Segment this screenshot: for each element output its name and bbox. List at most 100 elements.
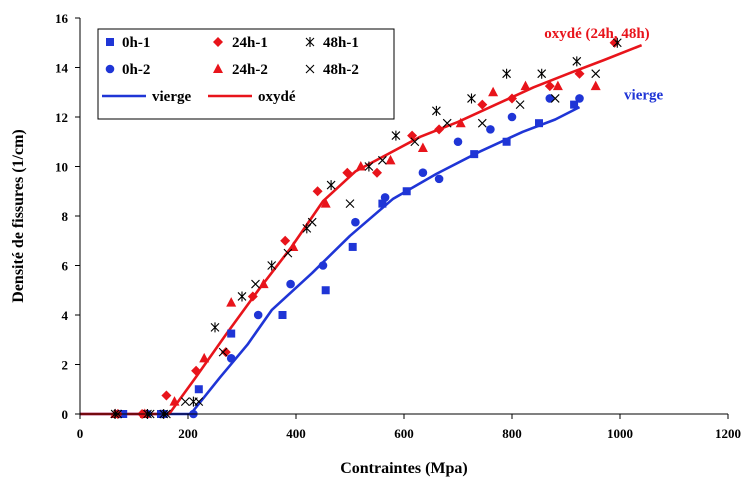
point-0h-2 [226,354,236,363]
y-tick-label: 4 [62,308,69,323]
point-48h-2 [194,397,204,407]
curve-vierge [80,105,581,416]
point-48h-1 [391,130,401,141]
point-48h-1 [326,180,336,191]
point-24h-2 [288,241,299,251]
point-24h-1 [574,68,585,79]
point-0h-1 [570,100,579,109]
legend-marker-48h-2 [305,64,315,74]
legend-box [97,28,395,120]
y-tick-label: 8 [62,209,69,224]
point-0h-2 [575,94,584,103]
point-24h-1 [247,291,258,302]
point-0h-1 [348,242,357,251]
point-48h-2 [345,199,355,209]
x-tick-label: 1000 [607,426,633,441]
x-axis-title: Contraintes (Mpa) [340,460,468,477]
legend-label-0h-2: 0h-2 [122,62,150,78]
x-tick-label: 800 [502,426,522,441]
point-48h-2 [410,137,420,147]
point-24h-1 [407,130,418,141]
point-48h-2 [283,248,293,258]
point-0h-2 [418,168,428,177]
x-tick-label: 600 [394,426,414,441]
point-24h-1 [477,99,488,110]
y-tick-label: 10 [55,160,68,175]
point-24h-2 [417,142,428,152]
point-0h-1 [278,311,287,319]
point-24h-1 [372,167,382,178]
curve-oxyde [80,43,643,416]
point-48h-1 [364,161,374,172]
point-0h-1 [402,187,411,196]
legend-label-24h-2: 24h-2 [232,62,268,78]
point-0h-2 [507,112,517,122]
legend-marker-24h-2 [213,63,223,73]
point-48h-1 [267,260,277,271]
point-24h-1 [507,93,517,104]
point-24h-2 [258,278,269,289]
point-48h-2 [307,217,317,227]
y-tick-label: 6 [62,259,69,274]
y-tick-label: 14 [55,61,69,76]
point-0h-2 [486,125,495,134]
point-24h-2 [455,117,466,128]
point-24h-1 [161,390,172,401]
legend-label-0h-1: 0h-1 [122,35,150,51]
point-48h-1 [467,93,476,104]
point-0h-2 [253,310,263,320]
point-24h-1 [191,365,202,376]
point-24h-2 [520,80,531,91]
point-48h-2 [591,69,601,79]
point-24h-1 [434,124,445,135]
point-24h-1 [220,347,231,358]
fit-curves [80,43,643,416]
point-48h-1 [502,68,511,79]
point-48h-1 [612,37,622,48]
point-48h-2 [180,397,190,407]
y-tick-label: 12 [55,110,68,125]
point-24h-2 [590,80,601,91]
point-48h-2 [251,279,260,289]
legend-label-48h-2: 48h-2 [323,62,359,78]
legend: 0h-1 24h-1 48h-1 0h-2 24h-2 48h-2 vierge oxydé [97,28,395,120]
point-48h-1 [302,223,312,234]
legend-marker-24h-1 [213,37,223,47]
point-0h-2 [318,261,328,270]
point-0h-2 [434,174,444,184]
point-0h-2 [453,137,463,147]
annotation-oxyde: oxydé (24h, 48h) [544,26,649,42]
point-24h-1 [544,81,555,92]
point-24h-1 [312,186,323,197]
point-48h-1 [189,396,198,407]
point-0h-1 [321,286,330,295]
point-24h-2 [169,396,180,406]
annotation-vierge: vierge [624,88,663,104]
legend-label-24h-1: 24h-1 [232,35,268,51]
legend-marker-48h-1 [305,37,315,47]
point-24h-1 [342,167,353,178]
point-48h-1 [210,322,220,333]
point-48h-2 [378,155,387,165]
point-48h-2 [550,94,560,103]
point-0h-1 [194,385,203,394]
point-48h-2 [442,118,452,128]
legend-label-48h-1: 48h-1 [323,35,359,51]
legend-label-vierge: vierge [152,89,191,105]
point-0h-1 [502,137,511,146]
point-24h-2 [199,352,210,363]
legend-label-oxyde: oxydé [258,89,296,105]
point-0h-1 [535,119,543,128]
point-24h-2 [355,161,366,171]
x-tick-label: 200 [178,426,198,441]
legend-marker-0h-2 [105,64,115,74]
point-0h-1 [470,150,479,159]
legend-marker-0h-1 [106,38,114,46]
point-48h-2 [218,347,228,357]
point-48h-2 [477,118,487,128]
point-0h-2 [286,279,295,289]
y-tick-label: 0 [62,407,69,422]
tick-marks [75,17,729,419]
point-0h-2 [380,193,390,202]
